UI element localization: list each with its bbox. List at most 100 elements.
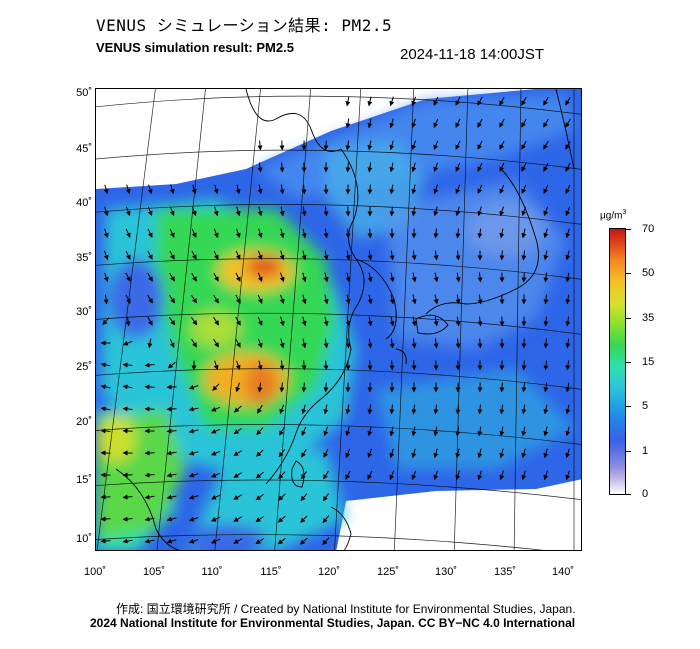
- wind-arrow: [301, 448, 307, 458]
- wind-arrow: [477, 338, 483, 349]
- wind-arrow: [411, 96, 417, 107]
- wind-arrow: [389, 250, 395, 261]
- colorbar-tick-70: 70: [642, 223, 655, 235]
- wind-arrow: [543, 272, 549, 283]
- pm25-map: [95, 88, 582, 551]
- wind-arrow: [499, 250, 505, 261]
- lat-label-25: 25˚: [76, 361, 92, 373]
- colorbar-tick-15: 15: [642, 356, 655, 368]
- wind-arrow: [345, 294, 351, 305]
- wind-arrow: [477, 426, 483, 437]
- lat-label-30: 30˚: [76, 306, 92, 318]
- wind-arrow: [169, 295, 176, 304]
- wind-arrow: [300, 471, 308, 480]
- wind-arrow: [389, 272, 395, 283]
- wind-arrow: [168, 317, 176, 326]
- wind-arrow: [565, 404, 571, 415]
- wind-arrow: [125, 206, 131, 217]
- wind-arrow: [188, 472, 199, 478]
- wind-arrow: [144, 538, 155, 544]
- wind-arrow: [455, 338, 461, 349]
- wind-arrow: [323, 360, 329, 371]
- wind-arrow: [455, 426, 461, 437]
- wind-arrow: [345, 162, 351, 173]
- wind-arrow: [433, 96, 439, 107]
- wind-arrow: [147, 184, 153, 195]
- wind-arrow: [543, 338, 549, 349]
- wind-arrow: [323, 404, 329, 415]
- wind-arrow: [323, 140, 329, 151]
- wind-arrow: [235, 382, 241, 393]
- wind-arrow: [169, 338, 175, 349]
- wind-arrow: [188, 538, 199, 544]
- wind-arrow: [235, 338, 241, 348]
- wind-arrow: [277, 515, 286, 523]
- colorbar-unit: μg/m3: [600, 209, 627, 222]
- wind-arrow: [100, 406, 111, 412]
- wind-arrow: [212, 383, 220, 391]
- wind-arrow: [300, 515, 308, 523]
- wind-arrow: [122, 384, 133, 390]
- wind-arrow: [233, 427, 242, 435]
- wind-arrow: [565, 96, 571, 106]
- wind-arrow: [323, 470, 329, 480]
- wind-arrow: [191, 184, 197, 195]
- wind-arrow: [213, 228, 219, 239]
- wind-arrow: [125, 316, 131, 327]
- wind-arrow: [521, 426, 527, 437]
- wind-arrow: [543, 250, 549, 261]
- wind-arrow: [279, 250, 285, 261]
- wind-arrow: [543, 140, 549, 150]
- wind-arrow: [389, 426, 395, 437]
- wind-arrow: [543, 162, 549, 172]
- wind-arrow: [477, 294, 483, 305]
- wind-arrow: [433, 404, 439, 415]
- concentration-field: [96, 94, 576, 550]
- wind-arrow: [100, 450, 111, 456]
- wind-arrow: [477, 184, 483, 195]
- lon-label-115: 115˚: [260, 566, 282, 578]
- wind-arrow: [455, 470, 461, 481]
- wind-arrow: [433, 294, 439, 305]
- wind-arrow: [565, 382, 571, 393]
- wind-arrow: [565, 470, 571, 481]
- wind-arrow: [433, 140, 439, 151]
- wind-arrow: [367, 294, 373, 305]
- wind-arrow: [499, 96, 505, 106]
- wind-arrow: [122, 516, 133, 522]
- wind-arrow: [213, 272, 219, 282]
- wind-arrow: [367, 360, 373, 371]
- wind-arrow: [278, 471, 286, 480]
- wind-arrow: [213, 338, 219, 348]
- wind-arrow: [367, 96, 373, 107]
- wind-arrow: [279, 228, 285, 239]
- wind-arrow: [122, 362, 133, 368]
- wind-arrow: [565, 140, 571, 150]
- wind-arrow: [477, 316, 483, 327]
- wind-arrow: [323, 206, 329, 217]
- wind-arrow: [323, 272, 329, 283]
- wind-arrow: [210, 428, 221, 434]
- wind-arrow: [543, 96, 549, 106]
- wind-arrow: [411, 294, 417, 305]
- wind-arrow: [235, 250, 241, 261]
- wind-arrow: [477, 118, 483, 128]
- wind-arrow: [455, 272, 461, 283]
- wind-arrow: [565, 228, 571, 239]
- wind-arrow: [301, 426, 307, 437]
- wind-arrow: [233, 450, 243, 457]
- wind-arrow: [521, 96, 527, 106]
- wind-arrow: [277, 537, 286, 545]
- wind-arrow: [167, 361, 176, 369]
- title-japanese: VENUS シミュレーション結果: PM2.5: [96, 16, 393, 35]
- wind-arrow: [389, 470, 395, 481]
- wind-arrow: [345, 250, 351, 261]
- wind-arrow: [499, 404, 505, 415]
- wind-arrow: [235, 228, 241, 239]
- wind-arrow: [345, 140, 351, 151]
- wind-arrow: [213, 294, 219, 304]
- wind-arrow: [433, 316, 439, 327]
- wind-arrow: [455, 228, 461, 239]
- wind-arrow: [103, 206, 109, 217]
- wind-arrow: [345, 118, 351, 129]
